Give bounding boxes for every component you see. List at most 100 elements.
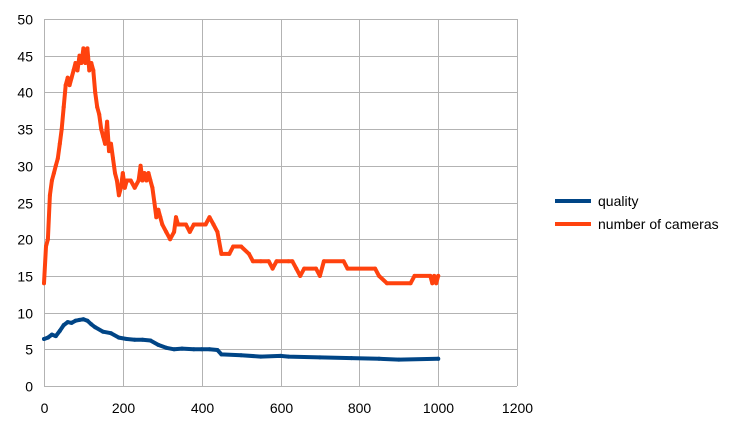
data-point bbox=[215, 229, 220, 234]
data-point bbox=[116, 335, 121, 340]
data-point bbox=[45, 335, 50, 340]
data-point bbox=[164, 229, 169, 234]
data-point bbox=[144, 178, 149, 183]
x-tick-label: 1000 bbox=[423, 400, 454, 416]
data-point bbox=[373, 266, 378, 271]
y-tick-label: 30 bbox=[17, 159, 33, 175]
data-point bbox=[138, 163, 143, 168]
data-point bbox=[142, 171, 147, 176]
data-point bbox=[294, 266, 299, 271]
data-point bbox=[298, 273, 303, 278]
data-point bbox=[160, 222, 165, 227]
data-point bbox=[79, 61, 84, 65]
data-point bbox=[274, 259, 279, 264]
chart-legend: quality number of cameras bbox=[555, 193, 719, 232]
chart-grid bbox=[44, 19, 518, 387]
data-point bbox=[180, 346, 184, 351]
data-point bbox=[65, 75, 70, 80]
data-point bbox=[199, 347, 204, 352]
y-tick-label: 10 bbox=[17, 306, 33, 322]
data-point bbox=[136, 178, 141, 183]
data-point bbox=[69, 320, 74, 325]
data-point bbox=[114, 178, 119, 183]
data-point bbox=[345, 266, 350, 271]
data-point bbox=[57, 328, 62, 333]
data-point bbox=[53, 334, 58, 339]
data-point bbox=[103, 141, 108, 146]
data-point bbox=[59, 127, 64, 132]
data-point bbox=[172, 347, 177, 352]
data-point bbox=[93, 325, 98, 330]
data-point bbox=[111, 156, 115, 161]
data-point bbox=[55, 156, 60, 161]
data-point bbox=[113, 171, 117, 176]
data-point bbox=[61, 323, 66, 328]
data-point bbox=[45, 237, 50, 242]
data-point bbox=[215, 348, 220, 352]
data-point bbox=[47, 193, 52, 198]
data-point bbox=[109, 141, 113, 146]
data-point bbox=[49, 332, 54, 337]
data-point bbox=[107, 149, 111, 154]
data-point bbox=[286, 354, 291, 359]
data-point bbox=[247, 251, 251, 256]
data-point bbox=[174, 215, 178, 220]
data-point bbox=[183, 222, 188, 227]
data-point bbox=[430, 281, 435, 286]
data-point bbox=[227, 251, 232, 256]
data-point bbox=[87, 68, 92, 73]
data-point bbox=[207, 347, 212, 352]
data-point bbox=[89, 322, 94, 327]
data-point bbox=[384, 281, 389, 286]
y-tick-label: 5 bbox=[25, 342, 33, 358]
data-point bbox=[408, 281, 413, 286]
data-point bbox=[199, 222, 204, 227]
data-point bbox=[140, 337, 145, 342]
data-point bbox=[436, 273, 441, 278]
y-tick-label: 35 bbox=[17, 122, 33, 138]
data-point bbox=[176, 222, 180, 227]
data-point bbox=[73, 61, 78, 65]
data-point bbox=[120, 171, 125, 176]
data-point bbox=[132, 337, 137, 342]
data-point bbox=[164, 345, 169, 350]
data-point bbox=[219, 251, 224, 256]
data-point bbox=[286, 259, 291, 264]
data-point bbox=[412, 273, 417, 278]
data-point bbox=[154, 215, 159, 220]
data-point bbox=[101, 329, 106, 334]
data-point bbox=[172, 229, 177, 234]
data-point bbox=[187, 229, 192, 234]
data-point bbox=[91, 68, 96, 73]
data-point bbox=[65, 320, 70, 325]
x-tick-label: 600 bbox=[270, 400, 294, 416]
data-point bbox=[341, 259, 346, 264]
data-point bbox=[89, 61, 94, 65]
data-point bbox=[69, 75, 74, 80]
y-tick-label: 0 bbox=[25, 379, 33, 395]
data-point bbox=[314, 266, 318, 271]
data-point bbox=[124, 178, 129, 183]
data-point bbox=[148, 178, 153, 183]
data-point bbox=[270, 266, 275, 271]
data-point bbox=[317, 355, 322, 360]
data-point bbox=[73, 318, 78, 323]
data-point bbox=[321, 259, 326, 264]
data-point bbox=[81, 46, 86, 51]
x-tick-label: 400 bbox=[191, 400, 215, 416]
y-tick-label: 50 bbox=[17, 12, 33, 28]
data-point bbox=[128, 178, 133, 183]
data-point bbox=[132, 185, 137, 190]
data-point bbox=[67, 83, 72, 88]
data-point bbox=[211, 222, 216, 227]
data-point bbox=[434, 281, 439, 286]
data-point bbox=[53, 163, 58, 168]
data-point bbox=[258, 354, 263, 359]
data-point bbox=[42, 281, 46, 286]
data-point bbox=[191, 347, 196, 352]
data-point bbox=[158, 215, 163, 220]
data-point bbox=[75, 68, 80, 73]
data-point bbox=[278, 353, 283, 358]
data-point bbox=[85, 318, 90, 323]
data-point bbox=[219, 352, 224, 357]
